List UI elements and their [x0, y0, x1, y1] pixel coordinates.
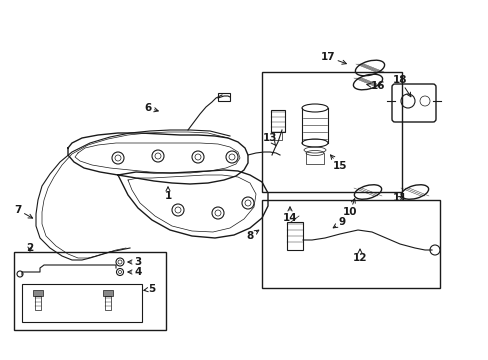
Text: 1: 1	[164, 187, 171, 201]
Text: 10: 10	[342, 199, 357, 217]
Text: 3: 3	[127, 257, 142, 267]
Text: 14: 14	[282, 207, 297, 223]
Bar	[33, 290, 43, 296]
Bar	[273, 132, 282, 140]
Bar	[262, 200, 439, 288]
Text: 12: 12	[352, 249, 366, 263]
Text: 7: 7	[14, 205, 33, 218]
Bar	[262, 72, 401, 192]
Text: 6: 6	[144, 103, 158, 113]
Text: 15: 15	[330, 155, 346, 171]
Text: 18: 18	[392, 75, 410, 97]
Text: 4: 4	[127, 267, 142, 277]
Bar	[270, 110, 285, 132]
Bar	[286, 222, 303, 250]
Bar	[103, 290, 113, 296]
Text: 8: 8	[246, 230, 258, 241]
Text: 11: 11	[392, 193, 407, 203]
Text: 5: 5	[143, 284, 155, 294]
Bar	[22, 284, 142, 322]
Text: 9: 9	[332, 217, 345, 228]
Bar	[35, 296, 41, 310]
Bar	[14, 252, 165, 330]
Text: 13: 13	[262, 133, 277, 146]
Text: 16: 16	[366, 81, 385, 91]
Bar	[218, 93, 229, 101]
Text: 17: 17	[320, 52, 346, 64]
Text: 2: 2	[26, 243, 34, 253]
Bar	[105, 296, 111, 310]
